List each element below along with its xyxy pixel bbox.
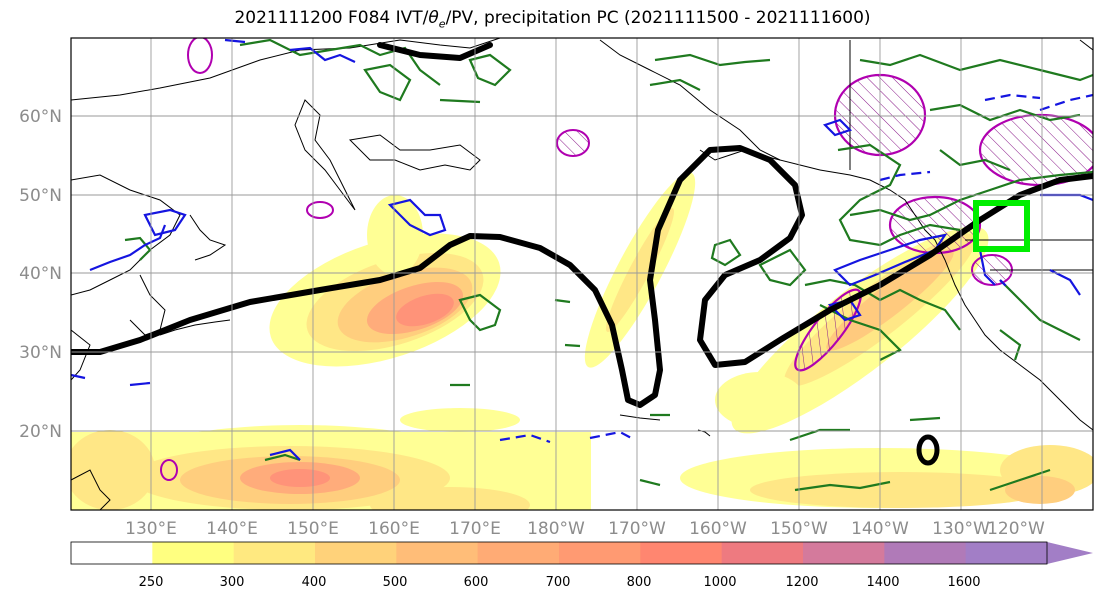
colorbar-label: 1000 bbox=[703, 575, 736, 590]
colorbar-label: 400 bbox=[302, 575, 327, 590]
lon-label-180w: 180°W bbox=[527, 519, 585, 539]
lon-label-170w: 170°W bbox=[608, 519, 666, 539]
colorbar-extend-arrow bbox=[1047, 542, 1093, 564]
lat-label-20: 20°N bbox=[19, 422, 62, 442]
colorbar-swatch bbox=[559, 542, 641, 564]
title-theta-sub: e bbox=[438, 17, 446, 31]
lat-label-40: 40°N bbox=[19, 264, 62, 284]
title-theta: θ bbox=[428, 8, 439, 28]
colorbar-label: 500 bbox=[383, 575, 408, 590]
colorbar-swatch bbox=[965, 542, 1048, 564]
colorbar: 250 300 400 500 600 700 800 1000 1200 14… bbox=[70, 541, 1093, 590]
lon-label-130w: 130°W bbox=[932, 519, 990, 539]
colorbar-label: 1200 bbox=[785, 575, 818, 590]
colorbar-label: 1400 bbox=[866, 575, 899, 590]
lat-label-50: 50°N bbox=[19, 186, 62, 206]
ivt-shading bbox=[71, 172, 1093, 510]
colorbar-labels: 250 300 400 500 600 700 800 1000 1200 14… bbox=[139, 575, 981, 590]
colorbar-swatch bbox=[396, 542, 479, 564]
title-suffix: /PV, precipitation PC (2021111500 - 2021… bbox=[445, 8, 871, 28]
colorbar-label: 250 bbox=[139, 575, 164, 590]
colorbar-swatch bbox=[803, 542, 885, 564]
lon-label-130e: 130°E bbox=[125, 519, 177, 539]
target-region-box bbox=[973, 200, 1030, 252]
pv-closed-contour bbox=[916, 434, 940, 466]
colorbar-swatch bbox=[152, 542, 235, 564]
lon-label-150w: 150°W bbox=[770, 519, 828, 539]
colorbar-swatch bbox=[233, 542, 316, 564]
lon-label-150e: 150°E bbox=[287, 519, 339, 539]
colorbar-swatch bbox=[477, 542, 560, 564]
lat-label-60: 60°N bbox=[19, 107, 62, 127]
map-frame bbox=[70, 37, 1094, 511]
colorbar-swatches bbox=[71, 542, 1048, 564]
title-prefix: 2021111200 F084 IVT/ bbox=[234, 8, 429, 28]
colorbar-label: 700 bbox=[546, 575, 571, 590]
chart-title: 2021111200 F084 IVT/θe/PV, precipitation… bbox=[0, 8, 1105, 30]
lon-label-160e: 160°E bbox=[368, 519, 420, 539]
colorbar-swatch bbox=[884, 542, 967, 564]
lon-labels: 130°E 140°E 150°E 160°E 170°E 180°W 170°… bbox=[125, 519, 1045, 539]
colorbar-label: 600 bbox=[464, 575, 489, 590]
colorbar-frame bbox=[70, 541, 1048, 565]
lat-label-30: 30°N bbox=[19, 343, 62, 363]
colorbar-label: 1600 bbox=[947, 575, 980, 590]
colorbar-swatch bbox=[721, 542, 804, 564]
gridlines bbox=[71, 38, 1093, 510]
lon-label-120w: 120°W bbox=[987, 519, 1045, 539]
colorbar-swatch bbox=[315, 542, 397, 564]
lon-label-170e: 170°E bbox=[449, 519, 501, 539]
lat-labels: 60°N 50°N 40°N 30°N 20°N bbox=[19, 107, 62, 442]
colorbar-label: 300 bbox=[220, 575, 245, 590]
theta-e-contours bbox=[124, 38, 1093, 492]
colorbar-swatch bbox=[640, 542, 723, 564]
colorbar-label: 800 bbox=[627, 575, 652, 590]
colorbar-swatch bbox=[71, 542, 153, 564]
lon-label-160w: 160°W bbox=[689, 519, 747, 539]
lon-label-140w: 140°W bbox=[851, 519, 909, 539]
lon-label-140e: 140°E bbox=[206, 519, 258, 539]
